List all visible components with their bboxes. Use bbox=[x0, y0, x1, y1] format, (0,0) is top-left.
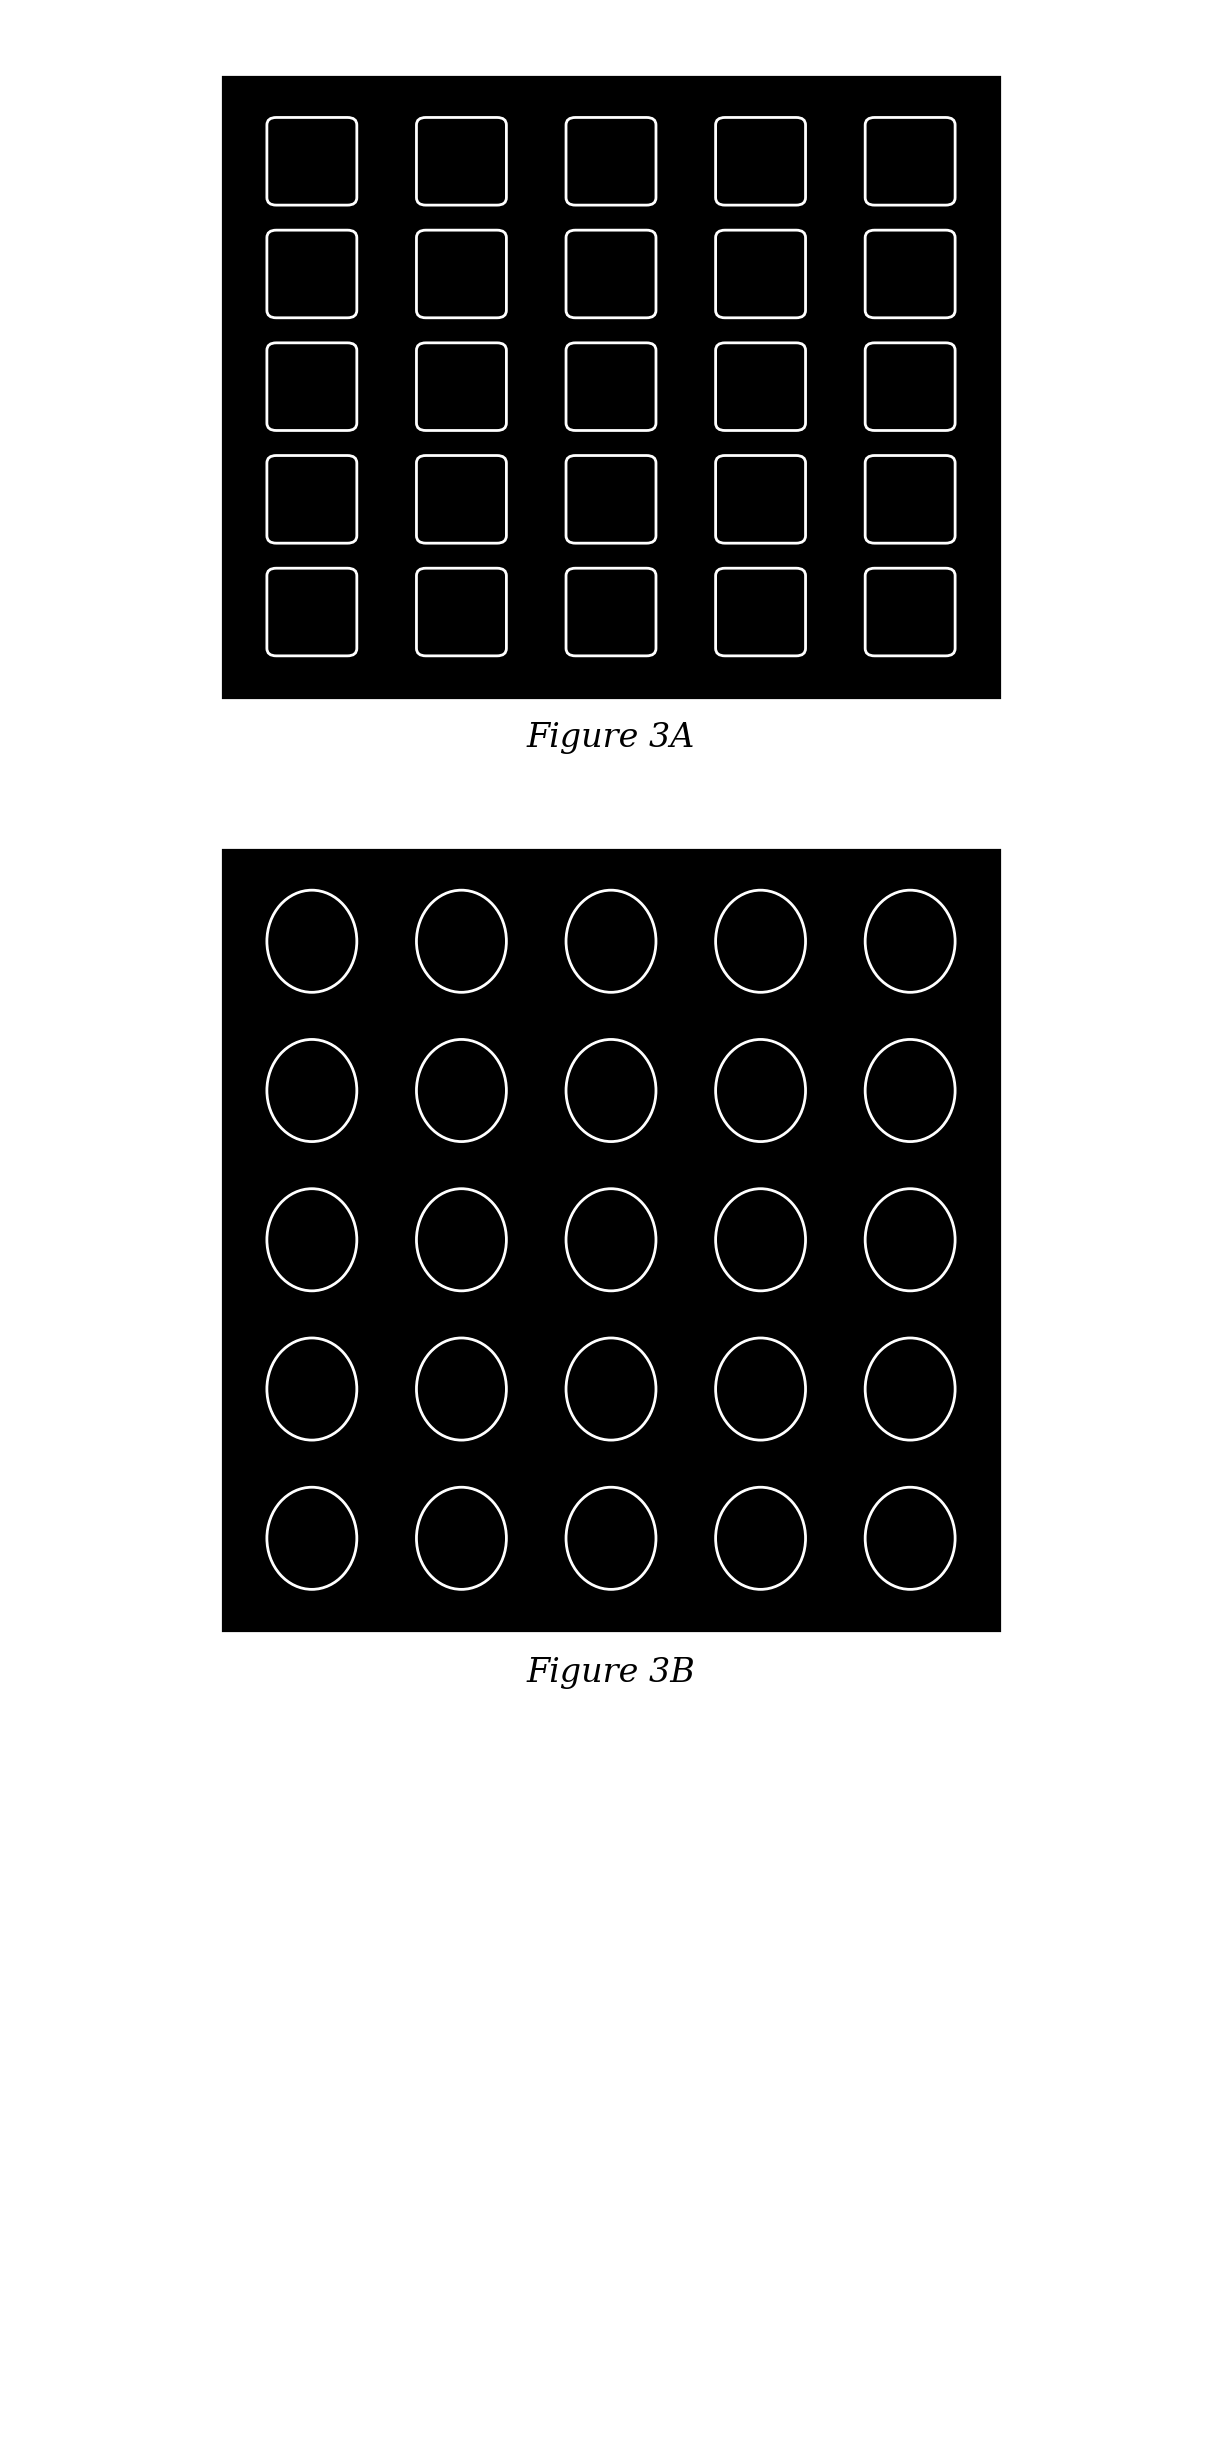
FancyBboxPatch shape bbox=[566, 344, 656, 430]
FancyBboxPatch shape bbox=[266, 567, 357, 655]
FancyBboxPatch shape bbox=[716, 118, 805, 206]
Ellipse shape bbox=[566, 1038, 656, 1142]
FancyBboxPatch shape bbox=[417, 457, 506, 543]
Ellipse shape bbox=[716, 891, 805, 992]
FancyBboxPatch shape bbox=[417, 567, 506, 655]
Ellipse shape bbox=[417, 1488, 506, 1588]
Ellipse shape bbox=[417, 1188, 506, 1291]
FancyBboxPatch shape bbox=[865, 344, 956, 430]
Ellipse shape bbox=[716, 1038, 805, 1142]
Text: Figure 3B: Figure 3B bbox=[527, 1657, 695, 1689]
FancyBboxPatch shape bbox=[566, 567, 656, 655]
Ellipse shape bbox=[865, 891, 956, 992]
FancyBboxPatch shape bbox=[266, 118, 357, 206]
Ellipse shape bbox=[865, 1338, 956, 1441]
Ellipse shape bbox=[716, 1488, 805, 1588]
Ellipse shape bbox=[266, 1488, 357, 1588]
Ellipse shape bbox=[865, 1188, 956, 1291]
FancyBboxPatch shape bbox=[266, 231, 357, 317]
FancyBboxPatch shape bbox=[865, 231, 956, 317]
FancyBboxPatch shape bbox=[266, 344, 357, 430]
Ellipse shape bbox=[865, 1038, 956, 1142]
FancyBboxPatch shape bbox=[266, 457, 357, 543]
Ellipse shape bbox=[566, 891, 656, 992]
FancyBboxPatch shape bbox=[566, 457, 656, 543]
Ellipse shape bbox=[417, 1038, 506, 1142]
Ellipse shape bbox=[716, 1338, 805, 1441]
Ellipse shape bbox=[266, 1188, 357, 1291]
Ellipse shape bbox=[417, 1338, 506, 1441]
FancyBboxPatch shape bbox=[566, 231, 656, 317]
FancyBboxPatch shape bbox=[417, 231, 506, 317]
FancyBboxPatch shape bbox=[566, 118, 656, 206]
FancyBboxPatch shape bbox=[865, 567, 956, 655]
Ellipse shape bbox=[417, 891, 506, 992]
Ellipse shape bbox=[566, 1188, 656, 1291]
Ellipse shape bbox=[266, 891, 357, 992]
FancyBboxPatch shape bbox=[716, 344, 805, 430]
FancyBboxPatch shape bbox=[716, 231, 805, 317]
FancyBboxPatch shape bbox=[716, 457, 805, 543]
FancyBboxPatch shape bbox=[716, 567, 805, 655]
Ellipse shape bbox=[266, 1038, 357, 1142]
Ellipse shape bbox=[865, 1488, 956, 1588]
Ellipse shape bbox=[716, 1188, 805, 1291]
FancyBboxPatch shape bbox=[865, 118, 956, 206]
FancyBboxPatch shape bbox=[417, 344, 506, 430]
Ellipse shape bbox=[566, 1338, 656, 1441]
FancyBboxPatch shape bbox=[865, 457, 956, 543]
FancyBboxPatch shape bbox=[417, 118, 506, 206]
Ellipse shape bbox=[566, 1488, 656, 1588]
Text: Figure 3A: Figure 3A bbox=[527, 722, 695, 754]
Ellipse shape bbox=[266, 1338, 357, 1441]
